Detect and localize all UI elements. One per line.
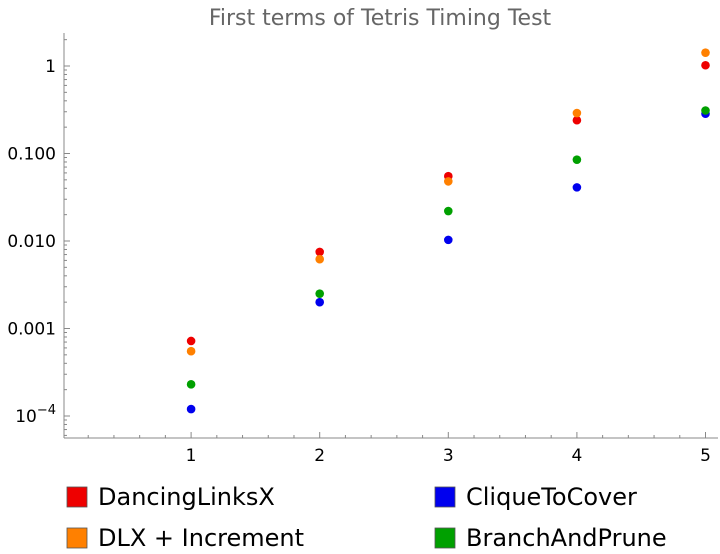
x-tick-label: 2	[314, 446, 325, 466]
series-dlx-increment	[186, 48, 710, 356]
legend-item: DancingLinksX	[66, 483, 275, 511]
data-point	[186, 380, 196, 389]
data-point	[701, 106, 710, 115]
legend-swatch	[66, 527, 88, 549]
data-point	[444, 177, 453, 186]
y-tick-label: 0.010	[7, 232, 56, 252]
legend-swatch	[434, 527, 456, 549]
data-point	[572, 155, 582, 164]
data-point	[186, 336, 196, 346]
legend-item: BranchAndPrune	[434, 524, 667, 552]
legend: DancingLinksX DLX + Increment CliqueToCove…	[66, 483, 667, 552]
series-branchandprune	[186, 106, 710, 389]
legend-label: CliqueToCover	[466, 483, 637, 511]
series-dancinglinksx	[186, 60, 710, 346]
data-point	[186, 346, 196, 356]
x-tick-label: 4	[571, 446, 582, 466]
data-point	[186, 404, 196, 414]
x-tick-label: 5	[700, 446, 711, 466]
legend-label: DLX + Increment	[98, 524, 304, 552]
series-cliquetocover	[186, 109, 710, 414]
legend-label: DancingLinksX	[98, 483, 275, 511]
legend-item: CliqueToCover	[434, 483, 637, 511]
x-tick-label: 3	[443, 446, 454, 466]
y-tick-label: 1	[45, 57, 56, 77]
data-point	[444, 206, 453, 216]
legend-item: DLX + Increment	[66, 524, 304, 552]
data-point	[572, 183, 582, 192]
data-point	[572, 115, 582, 125]
data-point	[701, 60, 710, 70]
axes: 1 2 3 4 5 10−4 0.001 0.010 0.100 1	[7, 33, 718, 466]
data-point	[315, 289, 325, 298]
data-point	[572, 108, 582, 118]
data-point	[315, 297, 325, 307]
x-tick-label: 1	[186, 446, 197, 466]
y-tick-label: 0.100	[7, 145, 56, 165]
chart-title: First terms of Tetris Timing Test	[209, 6, 552, 31]
y-tick-label: 0.001	[7, 320, 56, 340]
data-point	[315, 254, 325, 264]
data-points	[186, 48, 710, 414]
data-point	[701, 48, 710, 57]
data-point	[444, 235, 453, 245]
data-point	[315, 247, 325, 257]
legend-swatch	[66, 486, 88, 508]
legend-swatch	[434, 486, 456, 508]
legend-label: BranchAndPrune	[466, 524, 667, 552]
y-tick-label: 10−4	[15, 403, 56, 427]
